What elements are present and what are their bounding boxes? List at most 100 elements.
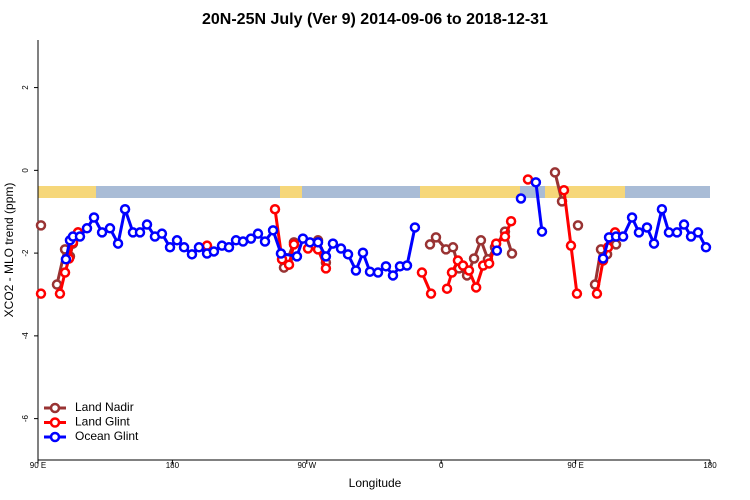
legend-label: Ocean Glint [75, 429, 139, 443]
data-point [74, 231, 86, 242]
data-point [364, 266, 376, 277]
x-tick-label: 180 [166, 461, 180, 470]
legend-marker [49, 402, 61, 414]
x-tick-label: 0 [439, 461, 444, 470]
y-tick-label: 2 [21, 85, 30, 90]
data-point [259, 236, 271, 247]
data-point [320, 251, 332, 262]
data-point [288, 239, 300, 250]
data-point [335, 243, 347, 254]
data-point [401, 260, 413, 271]
data-point [304, 237, 316, 248]
data-point [372, 267, 384, 278]
data-point [350, 265, 362, 276]
ocean-band [38, 186, 710, 198]
data-point [35, 288, 47, 299]
data-point [468, 253, 480, 264]
data-point [499, 231, 511, 242]
y-tick-label: -4 [21, 332, 30, 340]
data-point [223, 242, 235, 253]
data-point [591, 288, 603, 299]
data-point [112, 238, 124, 249]
data-point [104, 223, 116, 234]
data-point [54, 288, 66, 299]
data-point [549, 167, 561, 178]
data-point [178, 242, 190, 253]
data-point [186, 249, 198, 260]
data-point [441, 283, 453, 294]
data-point [81, 223, 93, 234]
legend-label: Land Glint [75, 415, 130, 429]
chart-title: 20N-25N July (Ver 9) 2014-09-06 to 2018-… [202, 11, 548, 28]
land-ocean-strip [38, 186, 710, 198]
data-point [208, 246, 220, 257]
data-point [312, 237, 324, 248]
y-tick-label: -2 [21, 249, 30, 257]
data-point [663, 227, 675, 238]
data-point [572, 220, 584, 231]
data-point [425, 288, 437, 299]
data-point [342, 249, 354, 260]
data-point [491, 245, 503, 256]
x-tick-label: 90 E [30, 461, 46, 470]
data-point [141, 219, 153, 230]
land-patch [280, 186, 302, 198]
data-point [269, 203, 281, 215]
y-tick-label: -6 [21, 415, 30, 423]
data-point [291, 251, 303, 262]
y-axis-label: XCO2 - MLO trend (ppm) [2, 183, 16, 318]
data-point [424, 239, 436, 250]
data-point [565, 240, 577, 251]
data-point [470, 282, 482, 293]
data-point [252, 228, 264, 239]
x-axis-label: Longitude [349, 476, 402, 490]
data-point [633, 227, 645, 238]
data-point [327, 238, 339, 249]
data-point [692, 227, 704, 238]
land-patch [545, 186, 625, 198]
data-point [505, 215, 517, 227]
data-point [171, 235, 183, 246]
data-point [245, 233, 257, 244]
data-point [88, 212, 100, 223]
data-point [96, 227, 108, 238]
data-point [380, 261, 392, 272]
data-point [51, 279, 63, 290]
x-tick-label: 90 E [567, 461, 583, 470]
legend-label: Land Nadir [75, 400, 134, 414]
data-point [267, 225, 279, 236]
data-point [320, 263, 332, 274]
legend-marker [49, 431, 61, 443]
data-point [134, 227, 146, 238]
data-point [597, 253, 609, 264]
data-point [641, 222, 653, 233]
data-point [678, 219, 690, 230]
series [60, 177, 712, 281]
data-point [387, 270, 399, 281]
data-point [275, 248, 287, 259]
data-point [571, 288, 583, 299]
data-point [446, 267, 458, 278]
land-patch [38, 186, 96, 198]
data-point [648, 238, 660, 249]
data-point [357, 247, 369, 258]
data-point [483, 258, 495, 269]
data-point [59, 267, 71, 278]
data-point [536, 226, 548, 237]
data-point [530, 177, 542, 188]
legend-marker [49, 417, 61, 428]
data-point [475, 235, 487, 246]
series-line [534, 182, 544, 232]
data-point [700, 242, 712, 253]
data-point [35, 220, 47, 231]
data-point [430, 232, 442, 243]
x-tick-label: 180 [703, 461, 717, 470]
data-point [617, 231, 629, 242]
data-point [515, 193, 527, 204]
land-patch [420, 186, 520, 198]
data-point [156, 228, 168, 239]
data-point [558, 184, 570, 196]
data-point [463, 265, 475, 276]
